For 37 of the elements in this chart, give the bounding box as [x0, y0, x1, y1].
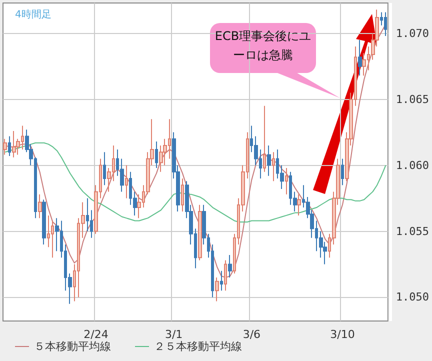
line-series: [4, 142, 386, 223]
candlestick: [12, 130, 16, 158]
y-tick-label: 1.060: [396, 158, 430, 172]
legend-label: ５本移動平均線: [34, 340, 111, 353]
candlestick: [228, 254, 232, 278]
y-tick-label: 1.065: [396, 92, 430, 106]
legend-label: ２５本移動平均線: [154, 340, 242, 353]
candlestick: [384, 12, 387, 36]
candlestick: [8, 136, 11, 157]
candlestick: [341, 158, 344, 186]
candlestick: [263, 105, 266, 172]
candlestick: [38, 194, 42, 219]
text: 4時間足: [15, 8, 52, 20]
candlestick: [297, 194, 301, 216]
y-tick-label: 1.070: [396, 26, 430, 40]
annotation: ECB理事会後にユーロは急騰: [214, 28, 312, 64]
candlestick: [267, 145, 271, 176]
candlestick: [285, 167, 288, 195]
x-tick-label: 3/1: [164, 328, 183, 341]
candlestick: [224, 260, 227, 292]
candlestick: [220, 270, 223, 292]
candlestick: [3, 138, 7, 156]
y-tick-label: 1.055: [396, 224, 430, 238]
candlestick: [103, 152, 106, 186]
candlestick: [155, 141, 158, 168]
candlestick: [358, 39, 362, 76]
y-tick-label: 1.050: [396, 290, 430, 304]
candlestick: [215, 276, 219, 302]
candlestick: [42, 199, 46, 245]
x-tick-label: 2/24: [84, 328, 108, 341]
x-tick-label: 3/6: [242, 328, 261, 341]
candlestick: [198, 204, 202, 261]
line-series: [4, 24, 386, 278]
candlestick: [125, 164, 128, 199]
candlestick: [181, 178, 184, 212]
x-tick-label: 3/10: [330, 328, 355, 341]
candlestick: [272, 152, 275, 182]
